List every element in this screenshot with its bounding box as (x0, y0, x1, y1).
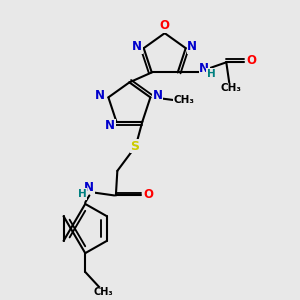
Text: CH₃: CH₃ (93, 287, 113, 297)
Text: N: N (84, 181, 94, 194)
Text: O: O (160, 20, 170, 32)
Text: O: O (246, 54, 256, 68)
Text: N: N (199, 61, 209, 75)
Text: O: O (143, 188, 153, 200)
Text: N: N (187, 40, 197, 53)
Text: N: N (153, 89, 163, 102)
Text: N: N (95, 89, 105, 102)
Text: N: N (105, 119, 115, 133)
Text: H: H (78, 189, 87, 199)
Text: N: N (132, 40, 142, 53)
Text: H: H (207, 69, 215, 79)
Text: S: S (130, 140, 140, 153)
Text: CH₃: CH₃ (220, 83, 241, 93)
Text: CH₃: CH₃ (174, 95, 195, 105)
